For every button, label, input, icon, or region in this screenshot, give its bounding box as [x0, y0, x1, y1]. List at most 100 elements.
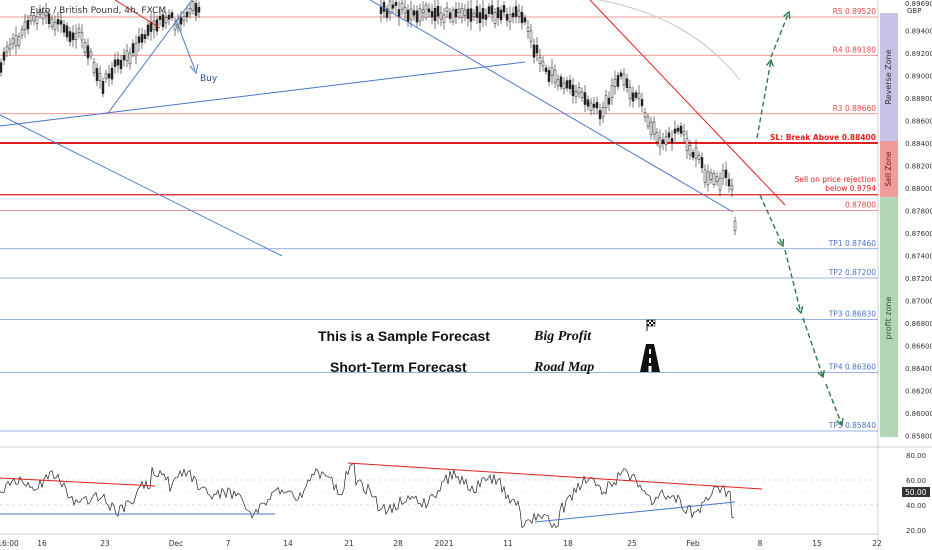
candle-body	[586, 99, 590, 107]
candle-body	[442, 14, 446, 24]
price-tick: 0.87800	[905, 208, 932, 216]
candle-body	[143, 34, 147, 39]
time-tick: 22	[872, 539, 882, 548]
candle-body	[496, 7, 500, 19]
candle-body	[140, 33, 144, 43]
candle-body	[595, 102, 599, 109]
axis-top-value: 0.89690	[905, 0, 932, 8]
time-tick: 28	[393, 539, 403, 548]
candle-body	[610, 85, 614, 98]
candle-body	[622, 73, 626, 86]
candle-body	[385, 8, 389, 18]
candle-body	[74, 33, 78, 40]
candle-body	[14, 35, 18, 47]
finish-flag-icon	[646, 319, 656, 331]
candle-body	[724, 169, 728, 178]
price-tick: 0.86200	[905, 388, 932, 396]
candle-body	[550, 67, 554, 76]
candle-body	[517, 10, 521, 17]
candle-body	[92, 62, 96, 73]
candle-body	[110, 67, 114, 80]
forecast-arrow-head	[776, 238, 785, 248]
price-tick: 0.86800	[905, 320, 932, 328]
candle-body	[721, 170, 725, 179]
sample-forecast-text: This is a Sample Forecast	[318, 328, 490, 344]
candle-body	[559, 76, 563, 88]
candle-body	[185, 11, 189, 18]
price-tick: 0.87200	[905, 275, 932, 283]
price-tick: 0.89000	[905, 73, 932, 81]
candle-body	[715, 176, 719, 182]
price-tick: 0.86400	[905, 365, 932, 373]
rsi-current-badge: 50.00	[902, 487, 930, 497]
candle-body	[505, 14, 509, 21]
rsi-tick: 40.00	[906, 502, 926, 510]
candle-body	[646, 116, 650, 127]
level-label-r3: R3 0.88660	[833, 104, 877, 113]
sell-zone-label: Sell Zone	[884, 151, 893, 186]
reverse-zone-label: Reverse Zone	[884, 49, 893, 104]
axis-currency: GBP	[907, 7, 921, 15]
candle-body	[535, 44, 539, 54]
candle-body	[125, 50, 129, 61]
candle-body	[8, 44, 12, 50]
candle-body	[697, 155, 701, 160]
level-label-tp5: TP5 0.85840	[828, 421, 877, 430]
candle-body	[158, 16, 162, 20]
forecast-arrow-head	[817, 369, 825, 379]
candle-body	[730, 185, 734, 190]
candle-body	[664, 136, 668, 145]
candle-body	[83, 42, 87, 53]
time-tick: 21	[344, 539, 354, 548]
candle-body	[5, 46, 9, 53]
candle-body	[451, 9, 455, 23]
rsi-support-line	[534, 501, 736, 523]
candle-body	[433, 8, 437, 22]
candle-body	[430, 11, 434, 18]
time-tick: 7	[226, 539, 231, 548]
resistance-trendline-top	[114, 0, 161, 29]
level-label-tp2: TP2 0.87200	[828, 268, 877, 277]
candle-body	[580, 91, 584, 98]
road-map-icon	[640, 344, 660, 372]
price-tick: 0.88600	[905, 118, 932, 126]
price-tick: 0.86000	[905, 410, 932, 418]
candle-body	[568, 79, 572, 90]
candle-body	[487, 6, 491, 14]
candle-body	[56, 19, 60, 25]
candle-body	[478, 12, 482, 24]
candle-body	[454, 8, 458, 18]
price-tick: 0.88000	[905, 185, 932, 193]
candle-body	[32, 15, 36, 22]
level-label-sl: SL: Break Above 0.88400	[770, 133, 876, 142]
candle-body	[661, 139, 665, 144]
candle-body	[53, 22, 57, 30]
candle-body	[703, 169, 707, 183]
candle-body	[439, 12, 443, 20]
rsi-tick: 80.00	[906, 452, 926, 460]
time-tick: 16:00	[0, 539, 19, 548]
level-label-tp1: TP1 0.87460	[828, 239, 877, 248]
candle-body	[682, 131, 686, 136]
price-tick: 0.87000	[905, 298, 932, 306]
candle-body	[601, 107, 605, 118]
candle-body	[20, 29, 24, 36]
rsi-resistance-line	[347, 462, 763, 490]
candle-body	[161, 14, 165, 28]
forecast-arrow-head	[783, 10, 791, 20]
candle-body	[113, 59, 117, 67]
candle-body	[472, 12, 476, 18]
rsi-tick: 60.00	[906, 477, 926, 485]
candle-body	[712, 173, 716, 185]
buy-trendline	[107, 0, 193, 114]
candle-body	[706, 171, 710, 185]
candle-body	[655, 132, 659, 143]
candle-body	[59, 20, 63, 25]
rsi-tick: 20.00	[906, 527, 926, 535]
candle-body	[553, 69, 557, 83]
candle-body	[538, 56, 542, 64]
forecast-arrow-head	[795, 306, 804, 315]
profit-zone-label: profit zone	[884, 296, 893, 339]
candle-body	[475, 6, 479, 18]
candle-body	[406, 9, 410, 22]
